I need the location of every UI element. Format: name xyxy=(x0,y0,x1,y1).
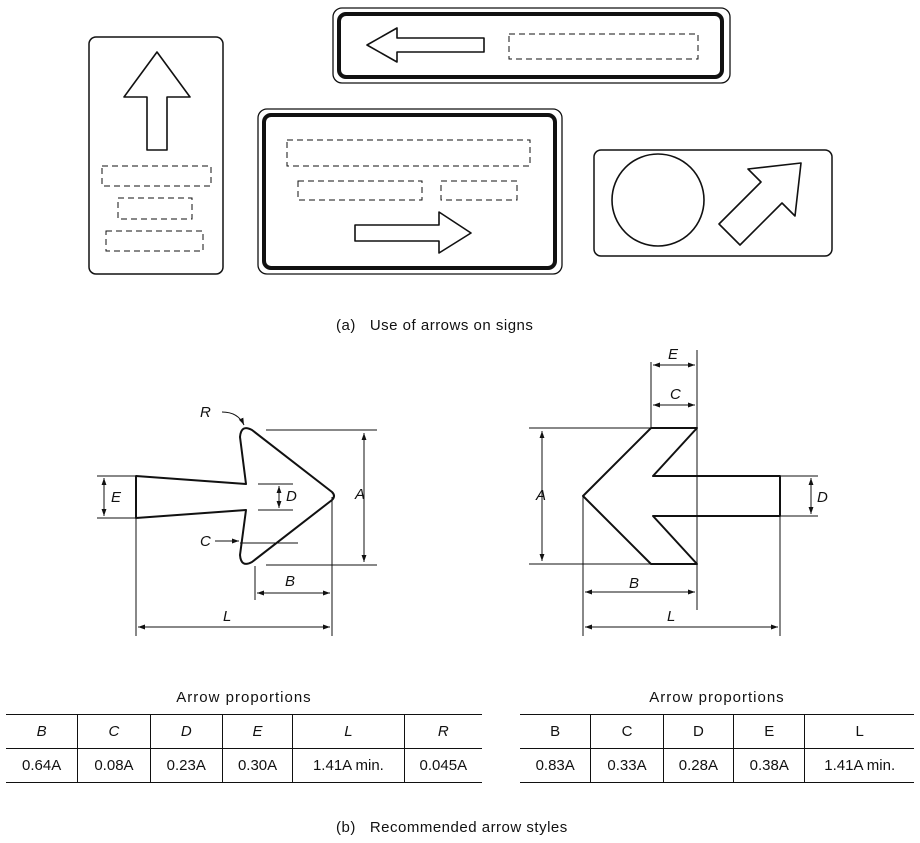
table-right-header: L xyxy=(804,714,914,749)
table-left-cell: 0.64A xyxy=(6,748,78,783)
arrow-style-1-labels: R E D A C B L xyxy=(111,404,365,625)
table-right-title: Arrow proportions xyxy=(649,689,785,706)
dim-label-A: A xyxy=(535,487,546,504)
dim-label-B: B xyxy=(629,575,639,592)
arrow-style-2-shape xyxy=(582,427,781,565)
dim-label-R: R xyxy=(200,404,211,421)
table-left-header: R xyxy=(403,714,482,749)
arrow-style-1-shape xyxy=(135,427,335,565)
table-left-cell: 0.23A xyxy=(149,748,223,783)
table-left-cell: 0.045A xyxy=(403,748,482,783)
sign-horizontal-left-arrow xyxy=(332,7,731,84)
arrow-style-2-labels: E C A D B L xyxy=(535,346,828,625)
table-left-cell: 1.41A min. xyxy=(292,748,405,783)
caption-b: (b) Recommended arrow styles xyxy=(336,819,568,836)
table-right-header: C xyxy=(590,714,664,749)
right-arrow-icon xyxy=(354,211,472,254)
table-left-cell: 0.08A xyxy=(77,748,151,783)
table-left-header: L xyxy=(292,714,405,749)
dim-label-L: L xyxy=(667,608,675,625)
dim-label-D: D xyxy=(286,488,297,505)
caption-a: (a) Use of arrows on signs xyxy=(336,317,534,334)
dim-label-D: D xyxy=(817,489,828,506)
table-right-cell: 0.33A xyxy=(590,748,664,783)
table-right: B C D E L 0.83A 0.33A 0.28A 0.38A 1.41A … xyxy=(520,714,914,783)
sign-circle-diagonal-arrow xyxy=(593,149,833,257)
circle-symbol-icon xyxy=(611,153,705,247)
arrow-style-1-drawing xyxy=(97,411,377,636)
dim-label-E: E xyxy=(111,489,122,506)
table-left-cell: 0.30A xyxy=(221,748,293,783)
table-left-header: D xyxy=(149,714,223,749)
table-right-header: B xyxy=(520,714,591,749)
table-left-title: Arrow proportions xyxy=(176,689,312,706)
table-right-header: E xyxy=(733,714,805,749)
table-left-header: B xyxy=(6,714,78,749)
dim-label-L: L xyxy=(223,608,231,625)
dim-label-A: A xyxy=(354,486,365,503)
dim-label-C: C xyxy=(200,533,211,550)
arrow-style-2-drawing xyxy=(529,350,818,636)
dim-label-C: C xyxy=(670,386,681,403)
sign-vertical-up-arrow xyxy=(88,36,224,275)
table-left: B C D E L R 0.64A 0.08A 0.23A 0.30A 1.41… xyxy=(6,714,482,783)
table-right-cell: 0.83A xyxy=(520,748,591,783)
sign-horizontal-right-arrow xyxy=(257,108,563,275)
dim-label-E: E xyxy=(668,346,679,363)
up-arrow-icon xyxy=(123,51,191,151)
left-arrow-icon xyxy=(366,27,485,63)
table-right-cell: 0.38A xyxy=(733,748,805,783)
table-left-header: E xyxy=(221,714,293,749)
table-right-cell: 0.28A xyxy=(662,748,734,783)
table-right-header: D xyxy=(662,714,734,749)
table-right-cell: 1.41A min. xyxy=(804,748,914,783)
dim-label-B: B xyxy=(285,573,295,590)
diagonal-arrow-icon xyxy=(718,162,802,246)
table-left-header: C xyxy=(77,714,151,749)
